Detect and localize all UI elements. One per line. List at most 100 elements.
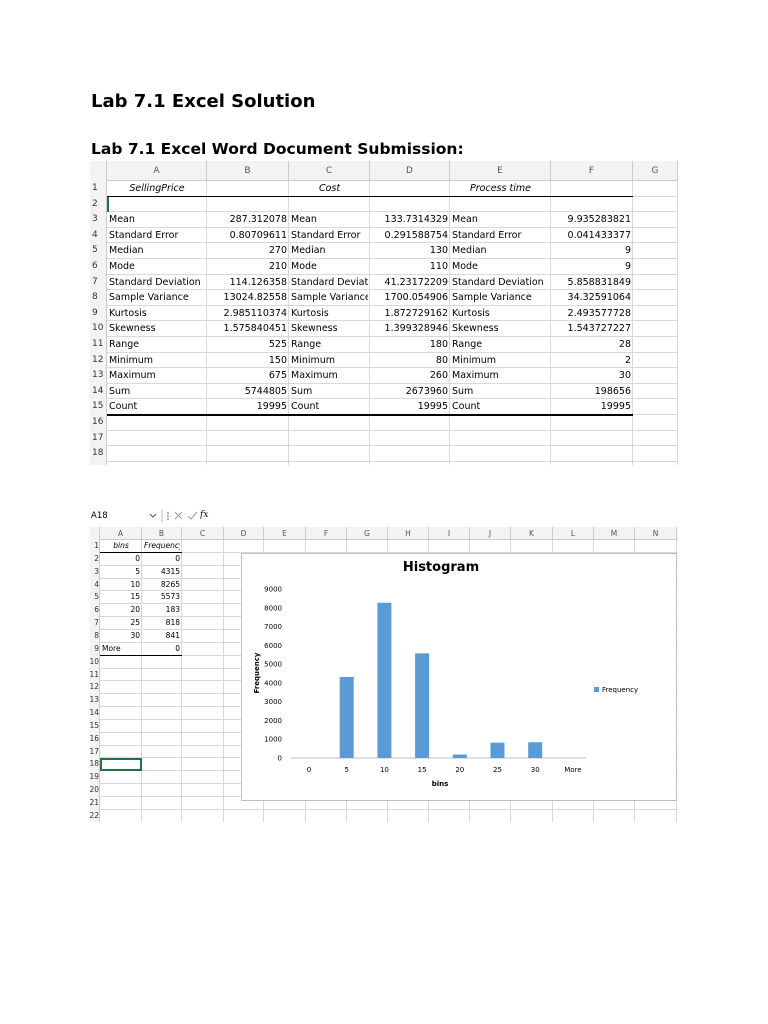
bin-value: 15 [130, 592, 140, 602]
grid-line [100, 551, 678, 553]
chart-title: Histogram [403, 560, 479, 575]
row-number: 11 [90, 669, 99, 679]
grid-line [107, 460, 678, 462]
row-number: 1 [92, 183, 98, 193]
row-number: 13 [90, 695, 99, 705]
stat-value: 5744805 [244, 385, 287, 397]
row-number: 10 [90, 656, 99, 666]
stat-label: Median [109, 245, 144, 257]
stat-label: Standard Error [291, 229, 361, 241]
grid-line [107, 336, 678, 337]
stat-value: 19995 [600, 401, 631, 413]
stat-value: 210 [268, 261, 287, 272]
row-number: 21 [90, 798, 99, 807]
bar [490, 742, 505, 758]
stat-label: Skewness [291, 323, 338, 335]
bar [528, 742, 543, 758]
bar [415, 653, 430, 758]
stat-label: Median [452, 245, 487, 257]
stat-value: 260 [429, 370, 448, 382]
stat-value: 80 [435, 354, 448, 366]
stat-value: 30 [618, 370, 631, 382]
column-header: C [182, 527, 224, 540]
column-title: Process time [470, 183, 531, 194]
stat-value: 1.543727227 [567, 323, 631, 335]
column-header: J [470, 527, 511, 540]
stat-label: Range [109, 339, 140, 350]
stat-value: 287.312078 [229, 214, 287, 226]
stat-value: 19995 [256, 401, 287, 413]
column-header: I [429, 527, 470, 540]
grid-line [107, 398, 678, 400]
row-header-bar [90, 161, 107, 465]
column-header: A [100, 527, 142, 540]
grid-line [632, 181, 633, 465]
row-number: 7 [92, 276, 98, 287]
row-number: 19 [90, 772, 99, 782]
cancel-icon [174, 511, 183, 520]
stat-value: 270 [268, 245, 287, 257]
row-number: 1 [94, 541, 99, 550]
column-header: G [347, 527, 388, 540]
column-header: D [224, 527, 264, 540]
grid-line [677, 181, 678, 465]
stat-label: Minimum [109, 354, 154, 366]
bin-value: 25 [130, 618, 140, 628]
grid-line [107, 351, 678, 353]
grid-line [369, 181, 370, 465]
x-tick-label: 10 [380, 766, 389, 774]
stat-label: Standard Deviatic [291, 276, 368, 288]
row-number: 7 [94, 618, 99, 628]
stat-value: 41.23172209 [384, 276, 448, 288]
bin-value: More [102, 643, 121, 653]
grid-line [107, 320, 678, 322]
column-header: K [511, 527, 553, 540]
stat-label: Kurtosis [109, 307, 147, 319]
row-number: 5 [94, 592, 99, 602]
x-tick-label: 0 [307, 766, 311, 774]
y-tick-label: 0 [278, 755, 282, 763]
row-number: 3 [92, 214, 98, 225]
grid-line [288, 181, 289, 465]
row-number: 8 [92, 292, 98, 303]
grid-line [107, 242, 678, 244]
stat-value: 1.872729162 [384, 307, 448, 319]
stat-label: Mode [291, 261, 317, 272]
x-tick-label: 30 [531, 766, 540, 774]
bin-value: 10 [130, 579, 140, 589]
stat-value: 2673960 [405, 385, 448, 397]
grid-line [107, 289, 678, 291]
stat-label: Sum [109, 385, 131, 397]
grid-line [107, 429, 678, 431]
menu-dot [167, 518, 169, 520]
x-tick-label: 15 [418, 766, 427, 774]
stat-label: Sum [291, 385, 313, 397]
row-number: 4 [94, 579, 99, 589]
grid-line [107, 226, 678, 228]
grid-line [107, 304, 678, 306]
grid-line [550, 181, 551, 465]
stat-value: 19995 [417, 401, 448, 413]
grid-line [100, 808, 678, 810]
stat-label: Range [452, 339, 483, 350]
stat-value: 0.041433377 [567, 229, 631, 241]
column-header: M [594, 527, 635, 540]
table-rule [100, 654, 182, 656]
row-number: 15 [92, 401, 104, 412]
frequency-value: 841 [165, 630, 180, 640]
histogram-chart: Histogram bins Frequency 0 1000 2000 3000 40… [241, 553, 677, 801]
stat-value: 525 [268, 339, 287, 350]
selected-cell [107, 196, 207, 213]
grid-line [449, 181, 450, 465]
grid-line [107, 211, 678, 213]
column-header: D [370, 161, 450, 181]
y-tick-label: 6000 [264, 642, 282, 650]
stat-value: 9 [624, 245, 631, 257]
stat-label: Maximum [109, 370, 156, 382]
row-number: 16 [90, 733, 99, 743]
column-header: B [207, 161, 289, 181]
column-header: E [450, 161, 551, 181]
y-tick-label: 5000 [264, 661, 282, 669]
row-number: 12 [92, 354, 104, 365]
spreadsheet-stats: A B C D E F G 1 2 3 4 5 6 7 8 9 10 11 12 13 14 15 16 17 18 Sellin… [90, 161, 678, 465]
